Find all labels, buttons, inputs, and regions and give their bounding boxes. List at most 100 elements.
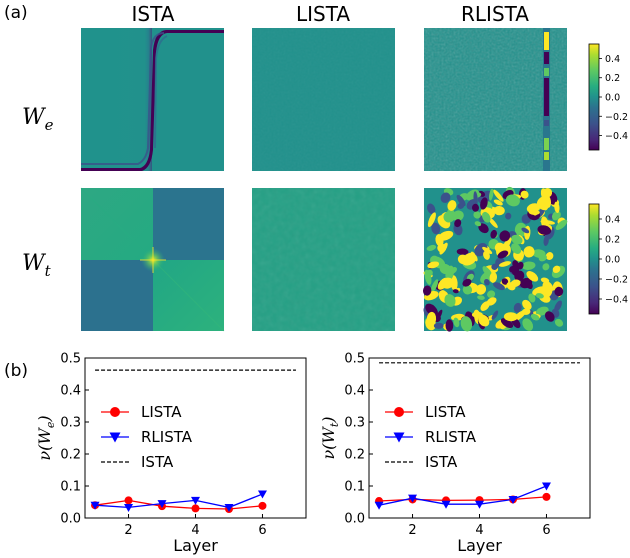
heatmap-lista-we [252, 28, 395, 171]
data-point-lista [191, 504, 200, 513]
colorbar-tick-label: 0.4 [605, 215, 620, 226]
heatmap-blob [445, 265, 455, 281]
heatmap-blob [540, 219, 555, 225]
heatmap-blob [482, 246, 493, 254]
y-tick-label: 0.3 [60, 416, 81, 431]
colorbar-tick-label: −0.2 [605, 112, 628, 123]
x-tick-label: 2 [124, 523, 132, 538]
y-tick-label: 0.2 [60, 448, 81, 463]
heatmap-blob [528, 293, 536, 303]
heatmap-blob [471, 203, 480, 212]
colorbar-tick-label: −0.4 [605, 295, 628, 306]
heatmap-blob [444, 294, 456, 307]
x-tick-label: 6 [542, 523, 550, 538]
heatmap-blob [438, 230, 454, 241]
heatmap-blob [552, 265, 561, 274]
x-tick-label: 4 [191, 523, 199, 538]
heatmap-blob [480, 301, 490, 311]
heatmap-blob [478, 314, 490, 327]
heatmap-blob [542, 263, 550, 271]
heatmap-blob [430, 279, 439, 293]
data-point-rlista [441, 500, 451, 509]
heatmap-blob [525, 280, 533, 290]
heatmap-blob [426, 244, 437, 251]
heatmap-blob [437, 243, 447, 253]
heatmap-blob [456, 194, 466, 207]
heatmap-blob [520, 190, 529, 199]
heatmap-blob [501, 278, 509, 285]
data-point-rlista [191, 496, 200, 505]
heatmap-blob [473, 191, 478, 207]
heatmap-blob [503, 237, 512, 249]
heatmap-blob [511, 243, 522, 254]
heatmap-blob [551, 210, 561, 221]
x-tick-label: 6 [258, 523, 266, 538]
heatmap-blob [457, 202, 465, 209]
legend-marker [393, 432, 405, 443]
x-tick-label: 4 [475, 523, 483, 538]
data-point-rlista [90, 501, 100, 510]
heatmap-blob [452, 289, 459, 294]
heatmap-blob [554, 286, 564, 297]
heatmap-blob [503, 312, 518, 322]
y-tick-label: 0.4 [344, 384, 365, 399]
heatmap-blob [487, 290, 496, 298]
heatmap-blob [424, 269, 432, 285]
heatmap-blob [493, 189, 504, 202]
heatmap-rlista-wt [422, 186, 568, 332]
heatmap-blob [554, 300, 562, 312]
heatmap-blob [493, 282, 505, 291]
legend-label: RLISTA [141, 428, 193, 446]
y-tick-label: 0.1 [60, 480, 81, 495]
x-axis-label: Layer [173, 536, 218, 555]
heatmap-blob [554, 318, 564, 327]
heatmap-blob [505, 194, 520, 207]
heatmap-blob [545, 286, 553, 297]
heatmap-blob [433, 322, 444, 329]
heatmap-blob [522, 299, 532, 310]
heatmap-blob [474, 221, 482, 227]
heatmap-blob [490, 229, 498, 239]
heatmap-blob [422, 285, 432, 296]
heatmap-blob [532, 206, 539, 216]
panel-label-b: (b) [4, 361, 28, 381]
column-title-lista: LISTA [296, 2, 350, 26]
heatmap-blob [457, 254, 469, 265]
heatmap-blob [480, 197, 488, 210]
heatmap-blob [450, 275, 458, 291]
heatmap-blob [523, 246, 535, 258]
data-point-rlista [508, 495, 518, 504]
heatmap-blob [447, 200, 457, 211]
colorbar-tick-label: −0.4 [605, 131, 628, 142]
row-label-wt: Wt [22, 251, 52, 280]
data-point-rlista [257, 490, 267, 499]
data-point-rlista [408, 494, 418, 503]
heatmap-blob [426, 203, 436, 215]
y-tick-label: 0.1 [344, 480, 365, 495]
heatmap-blob [462, 285, 473, 295]
y-tick-label: 0.3 [344, 416, 365, 431]
heatmap-blob [488, 188, 494, 201]
heatmap-blob [489, 272, 498, 283]
colorbar-tick-label: 0.0 [605, 255, 620, 266]
heatmap-blob [493, 199, 503, 206]
data-point-lista [124, 496, 133, 505]
heatmap-blob [462, 278, 472, 287]
heatmap-blob [525, 262, 533, 268]
legend-label: LISTA [425, 403, 466, 421]
heatmap-blob [493, 205, 505, 216]
heatmap-blob [522, 318, 534, 331]
heatmap-blob [478, 223, 489, 234]
y-tick-label: 0.0 [344, 512, 365, 527]
heatmap-blob [491, 310, 499, 320]
data-point-rlista [475, 500, 484, 509]
heatmap-ista-wt [80, 187, 225, 332]
colorbar-tick-label: 0.2 [605, 235, 620, 246]
series-line-lista [94, 499, 263, 510]
colorbar-tick-label: 0.4 [605, 54, 620, 65]
heatmap-blob [505, 212, 512, 220]
heatmap-blob [488, 217, 498, 228]
heatmap-blob [500, 318, 514, 329]
heatmap-blob [554, 201, 560, 213]
y-tick-label: 0.5 [344, 352, 365, 367]
